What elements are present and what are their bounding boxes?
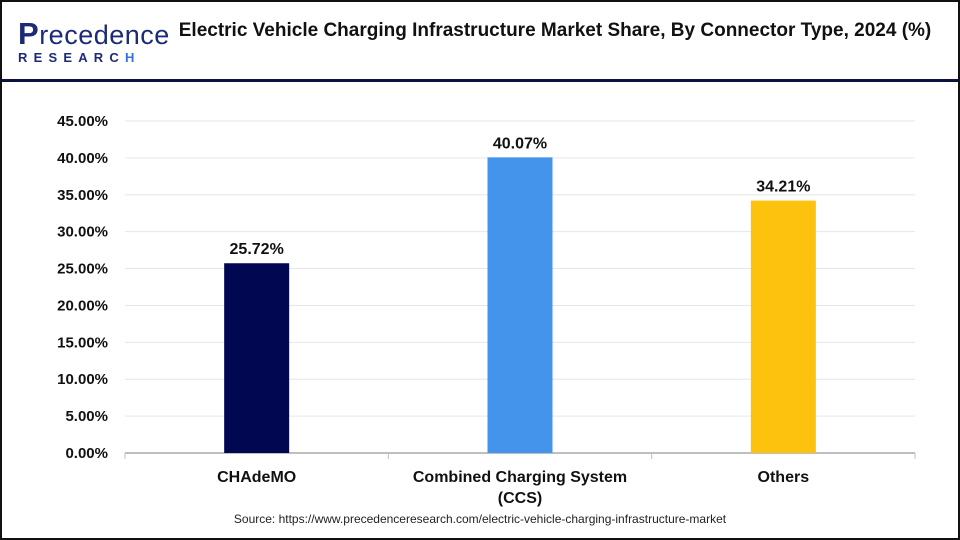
y-tick-label: 40.00% bbox=[57, 150, 108, 167]
bar-combined-charging-system-ccs- bbox=[487, 157, 553, 454]
y-tick-label: 0.00% bbox=[65, 445, 108, 462]
data-label: 25.72% bbox=[230, 241, 284, 258]
x-category-label: Combined Charging System bbox=[413, 469, 627, 486]
logo-main-text: Precedence bbox=[18, 16, 170, 51]
y-tick-label: 45.00% bbox=[57, 113, 108, 130]
y-tick-label: 15.00% bbox=[57, 334, 108, 351]
chart-title: Electric Vehicle Charging Infrastructure… bbox=[178, 20, 932, 41]
data-label: 40.07% bbox=[493, 135, 547, 152]
y-tick-label: 20.00% bbox=[57, 297, 108, 314]
x-category-label: CHAdeMO bbox=[217, 469, 296, 486]
y-tick-label: 35.00% bbox=[57, 187, 108, 204]
x-category-label: (CCS) bbox=[498, 490, 542, 507]
source-note: Source: https://www.precedenceresearch.c… bbox=[233, 512, 727, 526]
y-tick-label: 10.00% bbox=[57, 371, 108, 388]
y-tick-label: 25.00% bbox=[57, 261, 108, 278]
bar-chademo bbox=[224, 263, 290, 453]
y-tick-label: 30.00% bbox=[57, 224, 108, 241]
data-label: 34.21% bbox=[756, 179, 810, 196]
x-category-label: Others bbox=[758, 469, 810, 486]
precedence-research-logo: Precedence RESEARCH bbox=[18, 16, 170, 65]
bar-others bbox=[750, 200, 816, 453]
y-tick-label: 5.00% bbox=[65, 408, 108, 425]
header-divider bbox=[2, 79, 958, 82]
logo-sub-text: RESEARCH bbox=[18, 50, 141, 65]
